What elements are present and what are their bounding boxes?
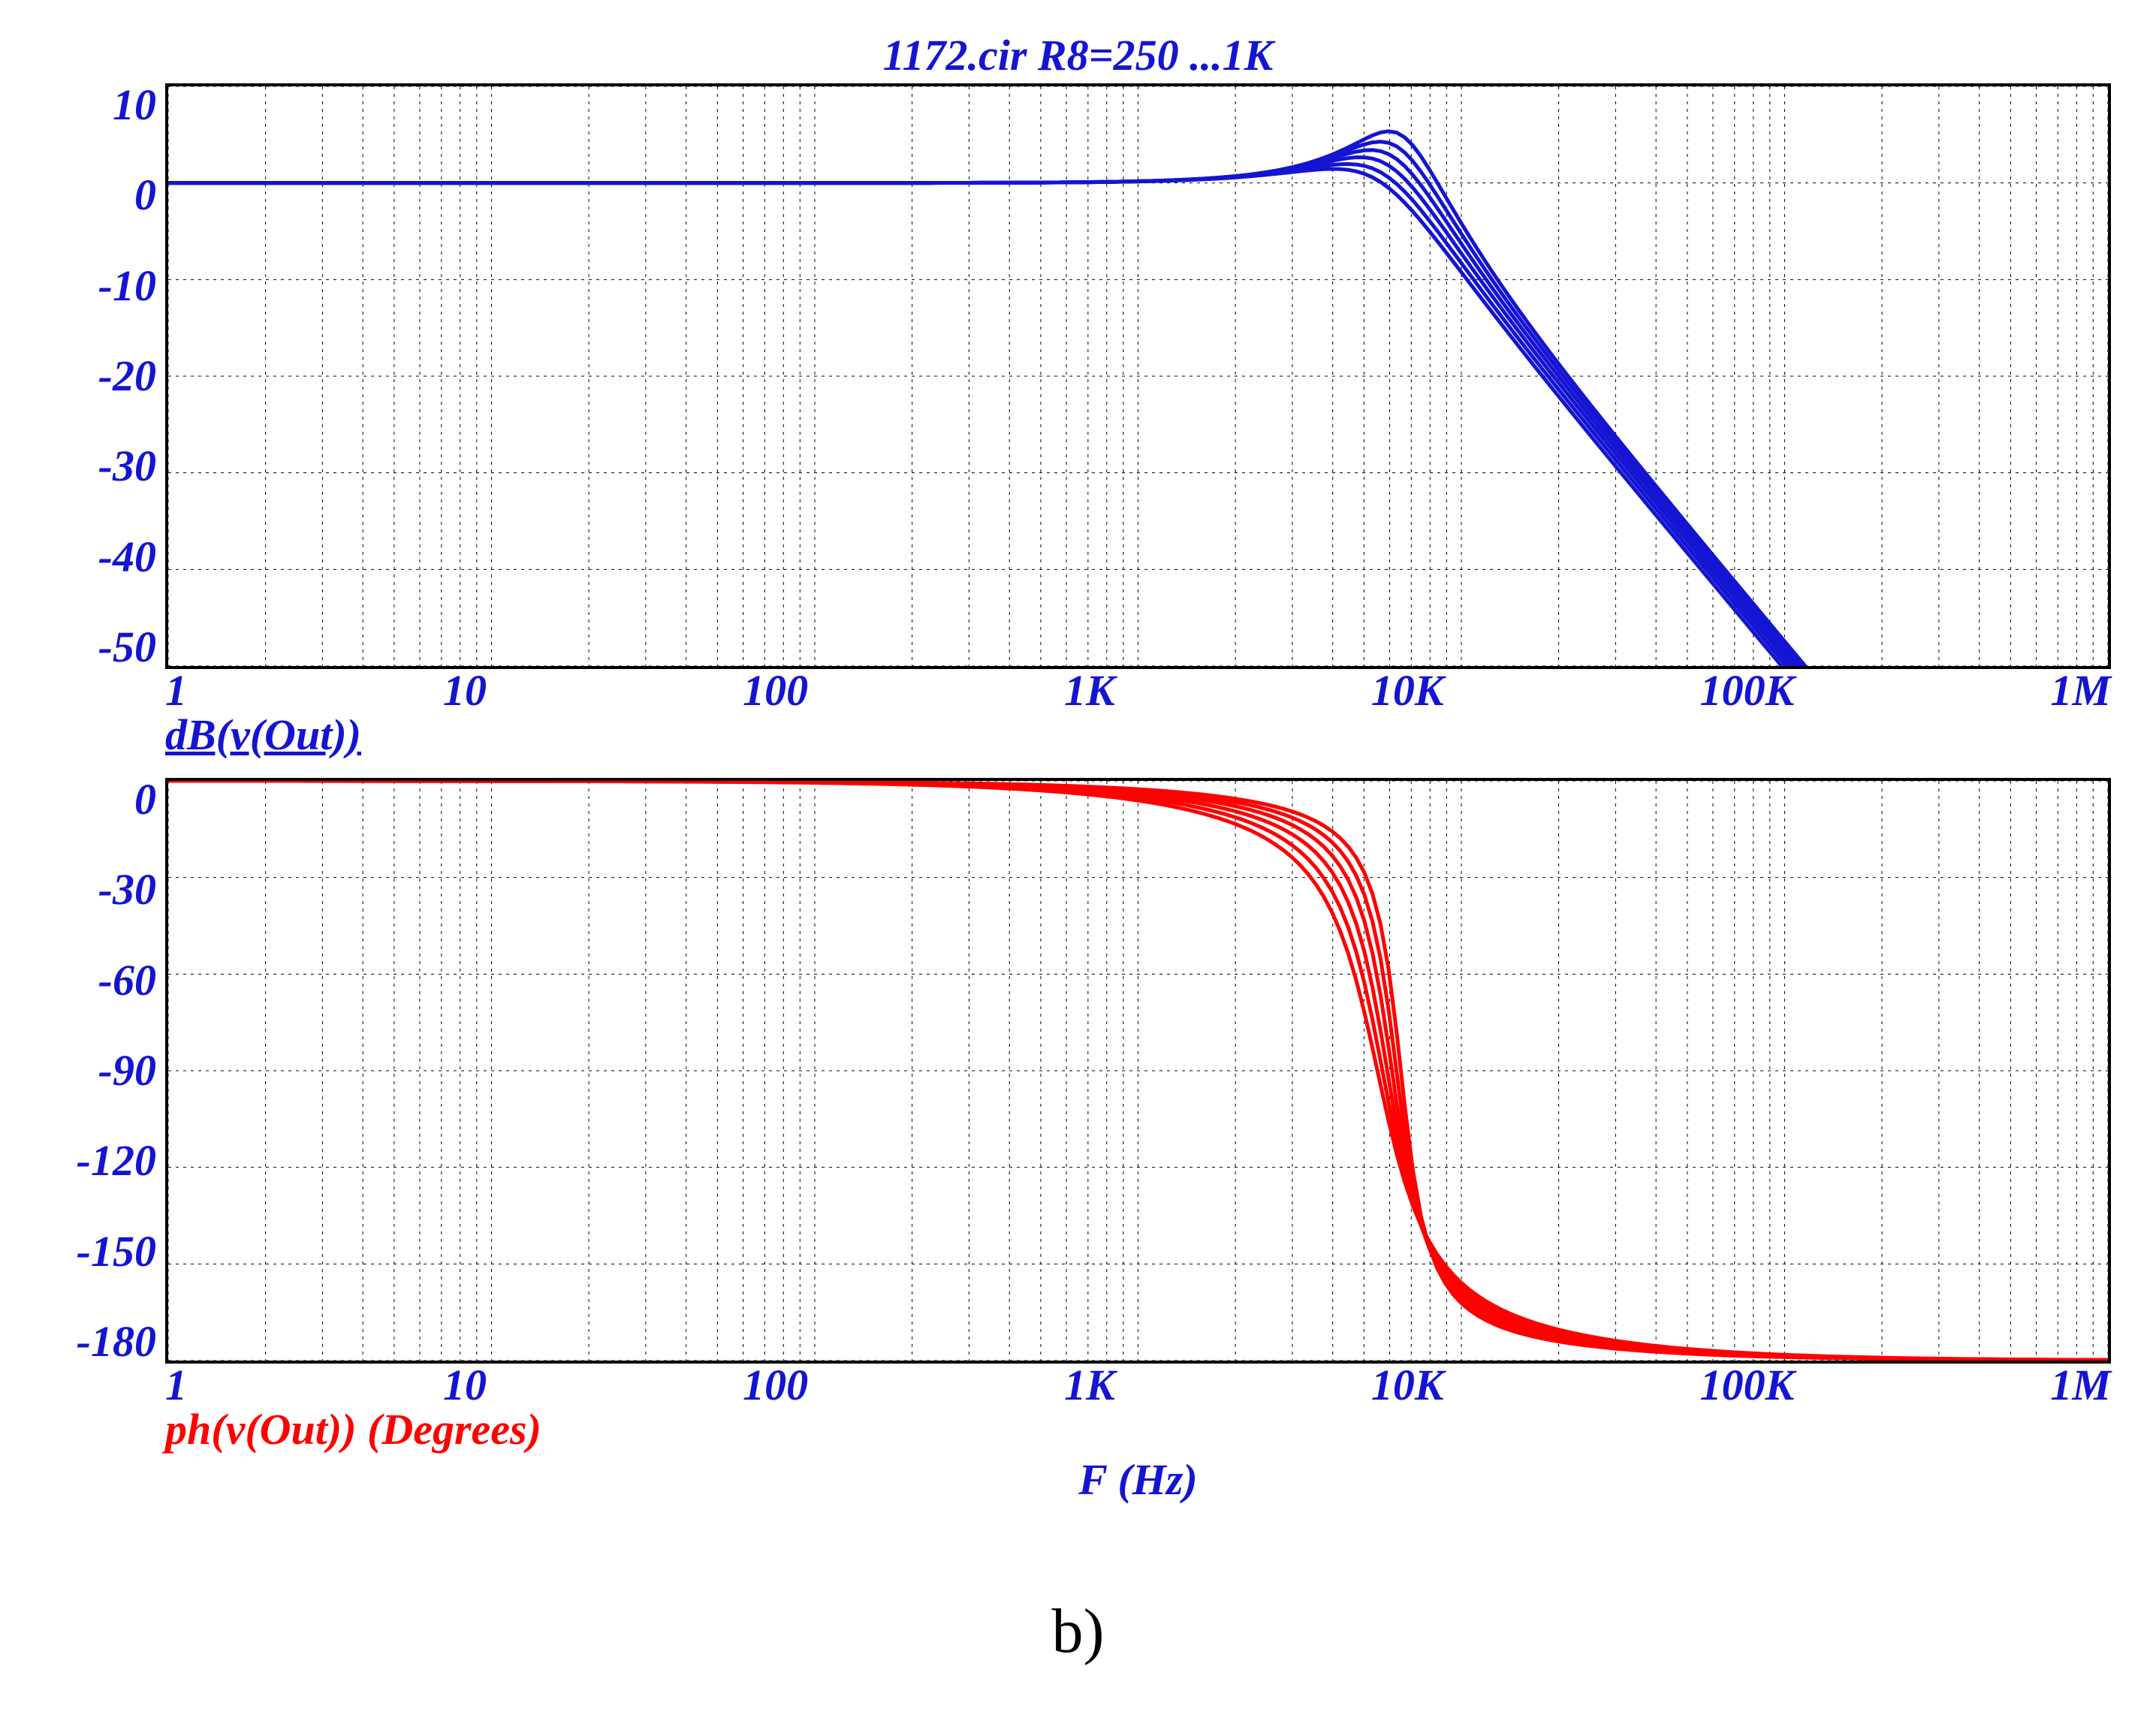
xaxis-label-row: F (Hz) [165, 1454, 2111, 1505]
xtick-label: 100 [743, 1364, 808, 1409]
chart2-xaxis: 1 10 100 1K 10K 100K 1M [165, 1364, 2111, 1409]
xtick-label: 1M [2050, 669, 2111, 714]
chart1-series-label-row: dB(v(Out)) [165, 710, 2111, 760]
chart1-xaxis: 1 10 100 1K 10K 100K 1M [165, 669, 2111, 714]
xtick-label: 10 [443, 1364, 487, 1409]
xtick-label: 100 [743, 669, 808, 714]
chart2-svg [168, 781, 2108, 1361]
chart1-plot-area [165, 83, 2111, 669]
xtick-label: 1 [165, 669, 187, 714]
ytick-label: -120 [77, 1139, 156, 1183]
xtick-label: 1K [1064, 1364, 1115, 1409]
xtick-label: 10 [443, 669, 487, 714]
chart2-series-label: ph(v(Out)) (Degrees) [165, 1404, 541, 1454]
magnitude-trace [168, 131, 2108, 666]
xtick-label: 10K [1371, 669, 1444, 714]
page-root: 1172.cir R8=250 ...1K 100-10-20-30-40-50… [0, 0, 2156, 1733]
chart1-row: 10 0 -10 -20 -30 -40 -50 [45, 83, 2111, 669]
ytick-label: -60 [98, 959, 156, 1002]
ytick-label: -180 [77, 1320, 156, 1364]
xtick-label: 1M [2050, 1364, 2111, 1409]
chart2-yaxis: 0 -30 -60 -90 -120 -150 -180 [45, 778, 165, 1364]
ytick-label: 0 [134, 778, 156, 821]
caption-text: b) [1052, 1596, 1105, 1666]
ytick-label: -50 [98, 625, 156, 669]
ytick-label: -150 [77, 1230, 156, 1273]
xtick-label: 1 [165, 1364, 187, 1409]
chart2-label-row: ph(v(Out)) (Degrees) [165, 1404, 2111, 1454]
ytick-label: -30 [98, 868, 156, 912]
ytick-label: -40 [98, 535, 156, 579]
chart2-plot-area [165, 778, 2111, 1364]
chart-title: 1172.cir R8=250 ...1K [45, 30, 2111, 80]
xaxis-label: F (Hz) [1078, 1455, 1197, 1504]
xtick-label: 100K [1700, 669, 1795, 714]
xtick-label: 100K [1700, 1364, 1795, 1409]
chart2-row: 0 -30 -60 -90 -120 -150 -180 [45, 778, 2111, 1364]
xtick-label: 10K [1371, 1364, 1444, 1409]
ytick-label: -10 [98, 264, 156, 308]
ytick-label: -30 [98, 445, 156, 488]
xtick-label: 1K [1064, 669, 1115, 714]
ytick-label: 0 [134, 173, 156, 217]
ytick-label: 10 [113, 83, 156, 127]
figure-caption: b) [45, 1595, 2111, 1668]
magnitude-trace [168, 150, 2108, 666]
ytick-label: -90 [98, 1049, 156, 1093]
chart1-series-label: dB(v(Out)) [165, 710, 361, 760]
ytick-label: -20 [98, 354, 156, 398]
chart1-yaxis: 10 0 -10 -20 -30 -40 -50 [45, 83, 165, 669]
chart1-svg [168, 86, 2108, 666]
